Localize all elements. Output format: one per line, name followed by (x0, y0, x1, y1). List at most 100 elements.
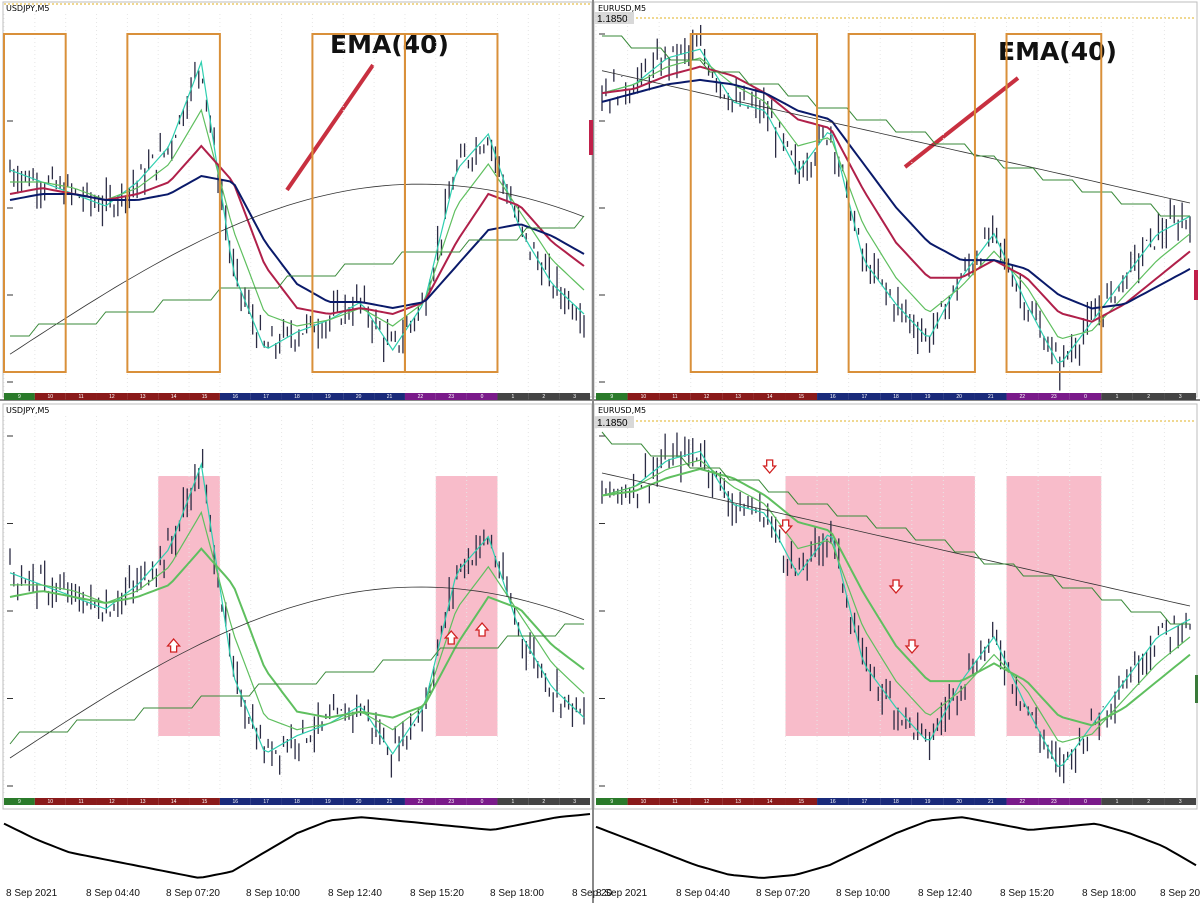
highlight-box (3, 33, 67, 373)
time-label-left-2: 8 Sep 04:40 (86, 888, 140, 899)
ma-line (601, 65, 1191, 323)
hour-strip-label: 19 (325, 799, 331, 805)
hour-strip-label: 16 (830, 799, 836, 805)
hour-strip-label: 18 (893, 799, 899, 805)
hour-strip-segment (34, 798, 66, 805)
hour-strip-label: 16 (830, 394, 836, 400)
hour-strip-segment (690, 798, 723, 805)
hour-strip-segment (753, 798, 786, 805)
hour-strip-segment (96, 798, 128, 805)
ma-line (9, 59, 585, 352)
hour-strip-segment (785, 798, 818, 805)
hour-strip-segment (466, 393, 498, 400)
hour-strip-segment (974, 798, 1007, 805)
hour-strip-label: 17 (263, 799, 269, 805)
highlight-box (1005, 33, 1103, 373)
hour-strip-segment (34, 393, 66, 400)
hour-strip-segment (312, 393, 344, 400)
highlight-box (126, 33, 221, 373)
hour-strip-segment (127, 393, 159, 400)
hour-strip-label: 21 (387, 394, 393, 400)
hour-strip-label: 0 (481, 394, 484, 400)
hour-strip-segment (435, 798, 467, 805)
price-label-top-right: 1.1850 (597, 14, 628, 25)
hour-strip-segment (596, 393, 628, 400)
hour-strip-label: 21 (988, 799, 994, 805)
hour-strip-label: 23 (1051, 799, 1057, 805)
hour-strip-label: 13 (140, 799, 146, 805)
hour-strip-label: 20 (956, 799, 962, 805)
arrow-up (166, 638, 182, 653)
hour-strip-label: 0 (1084, 799, 1087, 805)
hour-strip-label: 10 (641, 799, 647, 805)
hour-strip-label: 10 (641, 394, 647, 400)
panel-title-bottom-left: USDJPY,M5 (6, 406, 50, 415)
time-label-left-6: 8 Sep 15:20 (410, 888, 464, 899)
hour-strip-label: 3 (1179, 394, 1182, 400)
hour-strip-segment (1164, 798, 1196, 805)
hour-strip-label: 23 (448, 394, 454, 400)
hour-strip-segment (435, 393, 467, 400)
hour-strip-label: 22 (418, 394, 424, 400)
hour-strip-segment (1132, 393, 1165, 400)
price-label-box-top-right (594, 12, 634, 24)
time-label-left-7: 8 Sep 18:00 (490, 888, 544, 899)
hour-strip-segment (4, 393, 35, 400)
hour-strip-label: 18 (294, 394, 300, 400)
hour-strip-segment (343, 798, 375, 805)
indicator-lines-layer (9, 35, 1191, 768)
hour-strip-segment (880, 393, 912, 400)
hour-strip-segment (785, 393, 818, 400)
hour-strip-segment (1069, 393, 1102, 400)
hour-strip-segment (250, 798, 282, 805)
hour-strip-segment (817, 393, 849, 400)
hour-strip-label: 3 (1179, 799, 1182, 805)
hour-strip-label: 1 (512, 394, 515, 400)
hour-strip-segment (466, 798, 498, 805)
hour-strip-label: 12 (109, 799, 115, 805)
ma-line (601, 57, 1191, 340)
hour-strip-label: 23 (1051, 394, 1057, 400)
hour-strip-segment (404, 798, 436, 805)
hour-strip-segment (1164, 393, 1196, 400)
oscillator-line (595, 816, 1197, 879)
oscillator-line (3, 813, 591, 879)
hour-strip-label: 12 (704, 394, 710, 400)
hour-strip-label: 22 (418, 799, 424, 805)
time-label-right-1: 8 Sep 2021 (596, 888, 648, 899)
time-label-right-7: 8 Sep 18:00 (1082, 888, 1136, 899)
hour-strip-segment (1038, 798, 1070, 805)
hour-strip-label: 10 (47, 394, 53, 400)
hour-strip-label: 3 (573, 799, 576, 805)
hour-strip-label: 16 (233, 394, 239, 400)
hour-strip-label: 11 (672, 394, 677, 400)
price-label-box-bottom-right (594, 416, 634, 428)
hour-strip-segment (659, 393, 691, 400)
hour-strip-label: 2 (542, 799, 545, 805)
hour-strip-label: 23 (448, 799, 454, 805)
arrow-up (443, 630, 459, 645)
hour-strip-segment (528, 798, 560, 805)
box-layer (3, 33, 1103, 373)
hour-strip-segment (943, 798, 975, 805)
step-line (9, 623, 584, 745)
hour-strip-label: 19 (325, 394, 331, 400)
ema-pointer-top-left (285, 63, 375, 192)
highlight-box (847, 33, 976, 373)
hour-strip-segment (848, 393, 881, 400)
highlight-box (403, 33, 499, 373)
hour-strip-segment (659, 798, 691, 805)
hour-strip-label: 18 (294, 799, 300, 805)
grid-layer (3, 14, 1165, 796)
hour-strip-segment (848, 798, 881, 805)
hour-strip-label: 0 (481, 799, 484, 805)
hour-strip-segment (627, 798, 660, 805)
hour-strip-segment (374, 798, 405, 805)
hour-strip-label: 14 (767, 799, 773, 805)
hour-strip-label: 9 (610, 799, 613, 805)
time-label-right-6: 8 Sep 15:20 (1000, 888, 1054, 899)
hour-strip-label: 21 (387, 799, 393, 805)
hour-strip-segment (158, 393, 190, 400)
hour-strip-segment (1101, 798, 1133, 805)
